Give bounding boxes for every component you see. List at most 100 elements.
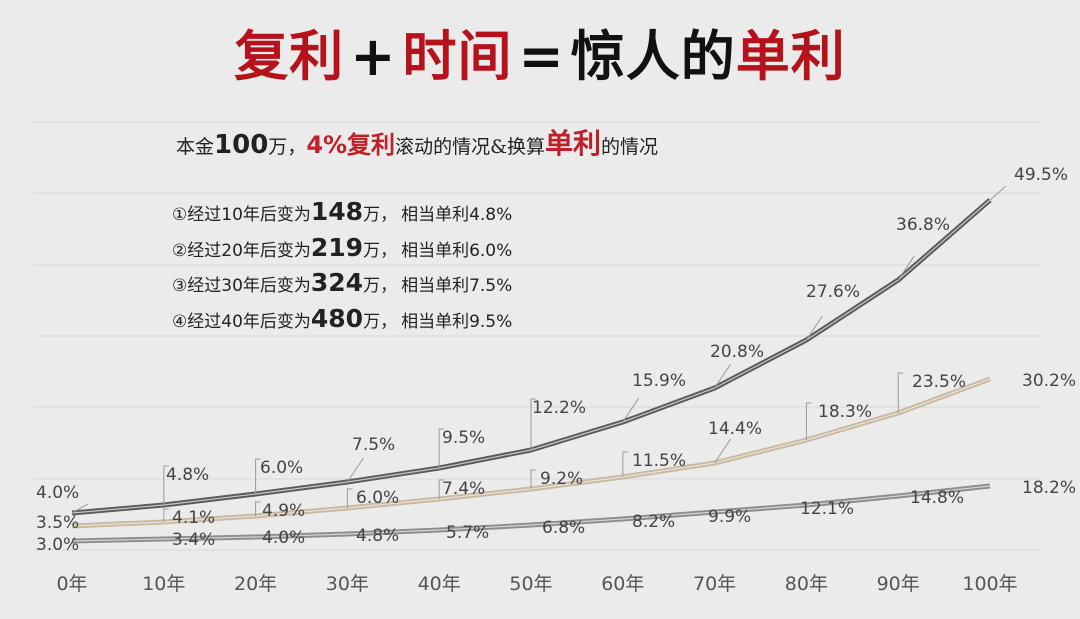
data-label: 23.5% (912, 372, 966, 392)
leader-line (622, 397, 640, 423)
x-tick-label: 30年 (326, 573, 369, 595)
title-part-amazing: 惊人的 (570, 25, 736, 88)
x-tick-label: 40年 (418, 573, 461, 595)
data-label: 4.8% (166, 465, 209, 485)
data-label: 9.5% (442, 428, 485, 448)
subtitle-rolling: 滚动的情况&换算 (395, 136, 545, 158)
data-labels: 4.0% 4.8% 6.0% 7.5% 9.5% 12.2% 15.9% 20.8% 27.6%… (36, 165, 1076, 555)
note-suffix: 万， (363, 276, 398, 296)
data-label: 4.0% (36, 483, 79, 503)
page-title: 复利 + 时间 = 惊人的单利 (0, 22, 1080, 92)
x-axis: 0年 10年 20年 30年 40年 50年 60年 70年 80年 90年 100年 (56, 573, 1017, 595)
data-label: 15.9% (632, 371, 686, 391)
note-equivalent: 相当单利4.8% (401, 205, 513, 225)
note-item: ②经过20年后变为219万， 相当单利6.0% (172, 230, 512, 266)
data-label: 18.3% (818, 402, 872, 422)
x-tick-label: 100年 (962, 573, 1017, 595)
data-label: 30.2% (1022, 371, 1076, 391)
data-label: 3.0% (36, 535, 79, 555)
leader-line (163, 465, 169, 505)
leader-line (714, 363, 732, 389)
subtitle-principal-label: 本金 (176, 136, 215, 158)
data-label: 49.5% (1014, 165, 1068, 185)
x-tick-label: 50年 (509, 573, 552, 595)
note-item: ①经过10年后变为148万， 相当单利4.8% (172, 194, 512, 230)
subtitle-end: 的情况 (601, 136, 659, 158)
note-equivalent: 相当单利9.5% (401, 311, 513, 332)
title-part-compound: 复利 (234, 25, 345, 88)
title-plus: + (350, 25, 397, 88)
data-label: 12.1% (800, 499, 854, 519)
data-label: 8.2% (632, 512, 675, 532)
leader-line (805, 402, 812, 440)
note-marker: ① (172, 205, 188, 225)
x-tick-label: 10年 (142, 573, 185, 595)
notes-list: ①经过10年后变为148万， 相当单利4.8% ②经过20年后变为219万， 相当单… (172, 194, 512, 336)
title-part-simple: 单利 (735, 25, 846, 88)
note-prefix: 经过40年后变为 (187, 311, 311, 332)
note-amount: 480 (310, 303, 364, 333)
x-tick-label: 90年 (877, 573, 920, 595)
leader-line (989, 185, 1007, 201)
series-line (71, 198, 992, 516)
data-label: 9.2% (540, 469, 583, 489)
data-label: 3.4% (172, 530, 215, 550)
note-amount: 148 (310, 197, 364, 226)
x-tick-label: 80年 (785, 573, 828, 595)
note-equivalent: 相当单利7.5% (401, 276, 513, 296)
subtitle-compound-rate: 4%复利 (306, 131, 396, 159)
data-label: 9.9% (708, 507, 751, 527)
data-label: 4.0% (262, 528, 305, 548)
title-equals: = (518, 25, 565, 88)
leader-line (530, 469, 536, 489)
data-label: 12.2% (532, 398, 586, 418)
data-label: 36.8% (896, 215, 950, 235)
leader-line (897, 255, 915, 281)
data-label: 7.4% (442, 479, 485, 499)
leader-line (714, 438, 732, 464)
x-tick-label: 60年 (601, 573, 644, 595)
data-label: 6.0% (356, 488, 399, 508)
data-label: 14.4% (708, 419, 762, 439)
data-label: 4.8% (356, 526, 399, 546)
note-prefix: 经过30年后变为 (187, 276, 311, 296)
note-item: ③经过30年后变为324万， 相当单利7.5% (172, 265, 512, 301)
data-label: 4.9% (262, 501, 305, 521)
data-label: 3.5% (36, 513, 79, 533)
data-label: 18.2% (1022, 478, 1076, 498)
leader-line (255, 458, 261, 494)
data-label: 7.5% (352, 435, 395, 455)
data-label: 14.8% (910, 488, 964, 508)
note-marker: ④ (172, 311, 188, 332)
note-suffix: 万， (363, 240, 398, 261)
chart-subtitle: 本金100万，4%复利滚动的情况&换算单利的情况 (176, 126, 658, 165)
data-label: 6.0% (260, 458, 303, 478)
data-label: 11.5% (632, 451, 686, 471)
note-marker: ③ (172, 276, 188, 296)
leader-line (346, 457, 364, 483)
data-label: 27.6% (806, 282, 860, 302)
leader-line (805, 315, 823, 341)
leader-line (897, 372, 904, 413)
leader-line (163, 508, 169, 522)
note-prefix: 经过20年后变为 (187, 240, 311, 261)
data-label: 4.1% (172, 508, 215, 528)
data-label: 5.7% (446, 523, 489, 543)
note-prefix: 经过10年后变为 (187, 205, 311, 225)
leader-line (346, 488, 353, 508)
gridlines (34, 121, 1040, 551)
leader-line (622, 451, 628, 477)
note-marker: ② (172, 240, 188, 261)
note-equivalent: 相当单利6.0% (401, 240, 513, 261)
title-part-time: 时间 (402, 25, 513, 88)
subtitle-unit: 万， (268, 136, 307, 158)
x-tick-label: 0年 (56, 573, 87, 595)
note-amount: 324 (310, 268, 364, 297)
note-suffix: 万， (363, 311, 398, 332)
series-lines (71, 198, 992, 544)
data-label: 20.8% (710, 342, 764, 362)
x-tick-label: 70年 (693, 573, 736, 595)
note-suffix: 万， (363, 205, 398, 225)
subtitle-simple: 单利 (544, 127, 601, 160)
